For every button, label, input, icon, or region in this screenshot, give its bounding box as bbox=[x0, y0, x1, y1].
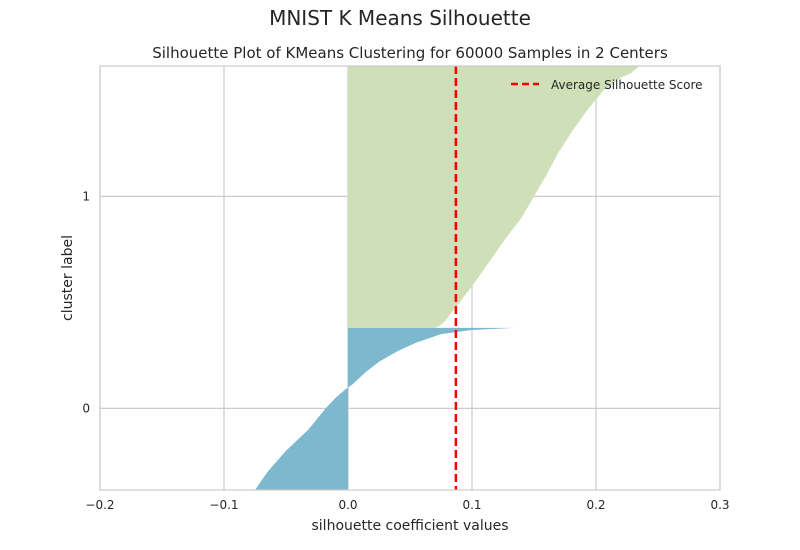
x-tick-label: 0.0 bbox=[338, 498, 357, 512]
x-tick-label: 0.2 bbox=[586, 498, 605, 512]
silhouette-area-cluster-0 bbox=[255, 327, 516, 490]
x-tick-label: 0.1 bbox=[462, 498, 481, 512]
x-tick-label: −0.1 bbox=[209, 498, 238, 512]
x-tick-label: −0.2 bbox=[85, 498, 114, 512]
figure-title: MNIST K Means Silhouette bbox=[269, 6, 531, 30]
chart-title: Silhouette Plot of KMeans Clustering for… bbox=[152, 44, 668, 62]
y-tick-label: 0 bbox=[82, 401, 90, 415]
legend-average-label: Average Silhouette Score bbox=[551, 78, 703, 92]
plot-area: −0.2 −0.1 0.0 0.1 0.2 0.3 0 1 bbox=[82, 65, 730, 512]
y-axis-label: cluster label bbox=[60, 235, 76, 321]
x-tick-label: 0.3 bbox=[710, 498, 729, 512]
silhouette-area-cluster-1 bbox=[348, 66, 640, 328]
x-axis-label: silhouette coefficient values bbox=[312, 518, 509, 534]
y-tick-label: 1 bbox=[82, 189, 90, 203]
legend: Average Silhouette Score bbox=[511, 78, 703, 92]
plot-border bbox=[99, 65, 721, 491]
